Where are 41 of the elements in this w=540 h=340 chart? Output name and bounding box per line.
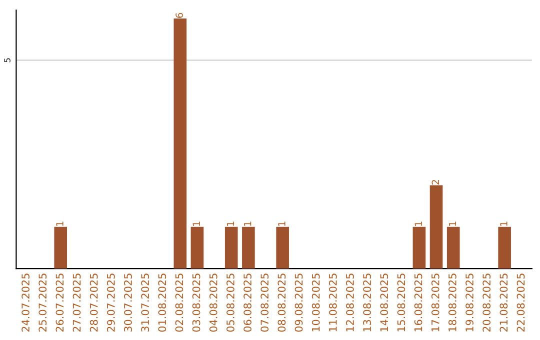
- data-label: 1: [226, 222, 234, 226]
- x-tick-label: 08.08.2025: [278, 274, 286, 332]
- x-tick-label: 26.07.2025: [56, 274, 64, 332]
- x-tick-label: 30.07.2025: [124, 274, 132, 332]
- x-tick-label: 15.08.2025: [397, 274, 406, 332]
- x-tick-label: 06.08.2025: [244, 274, 252, 332]
- x-tick-label: 05.08.2025: [226, 274, 234, 332]
- x-tick-label: 20.08.2025: [482, 274, 491, 332]
- x-tick-label: 19.08.2025: [466, 274, 474, 332]
- x-tick-label: 16.08.2025: [414, 274, 422, 332]
- x-tick-label: 12.08.2025: [346, 274, 354, 332]
- x-tick-label: 03.08.2025: [192, 274, 200, 332]
- data-label: 6: [176, 12, 183, 18]
- data-label: 1: [500, 222, 508, 226]
- x-tick-label: 25.07.2025: [38, 274, 47, 332]
- x-tick-label: 10.08.2025: [312, 274, 320, 332]
- x-tick-label: 29.07.2025: [106, 274, 115, 332]
- data-label: 1: [192, 222, 200, 226]
- x-tick-label: 01.08.2025: [158, 274, 166, 332]
- x-tick-label: 28.07.2025: [90, 274, 98, 332]
- x-tick-label: 24.07.2025: [22, 274, 30, 332]
- x-tick-label: 07.08.2025: [260, 274, 269, 332]
- x-tick-label: 13.08.2025: [363, 274, 371, 332]
- data-label: 1: [56, 222, 64, 226]
- x-tick-label: 14.08.2025: [380, 274, 388, 332]
- y-tick-label: 5: [4, 58, 10, 62]
- x-tick-label: 09.08.2025: [294, 274, 303, 332]
- x-tick-label: 27.07.2025: [72, 274, 81, 332]
- x-tick-label: 11.08.2025: [328, 274, 337, 332]
- data-label: 1: [414, 222, 422, 226]
- x-tick-label: 21.08.2025: [500, 274, 508, 332]
- data-label: 1: [244, 222, 252, 226]
- data-label: 1: [278, 222, 286, 226]
- x-tick-label: 17.08.2025: [431, 274, 440, 332]
- data-label: 1: [448, 222, 456, 226]
- x-tick-label: 04.08.2025: [209, 274, 218, 332]
- data-label: 2: [432, 180, 439, 185]
- x-tick-label: 22.08.2025: [516, 274, 525, 332]
- x-tick-label: 02.08.2025: [175, 274, 184, 332]
- x-tick-label: 31.07.2025: [141, 274, 149, 332]
- x-tick-label: 18.08.2025: [448, 274, 456, 332]
